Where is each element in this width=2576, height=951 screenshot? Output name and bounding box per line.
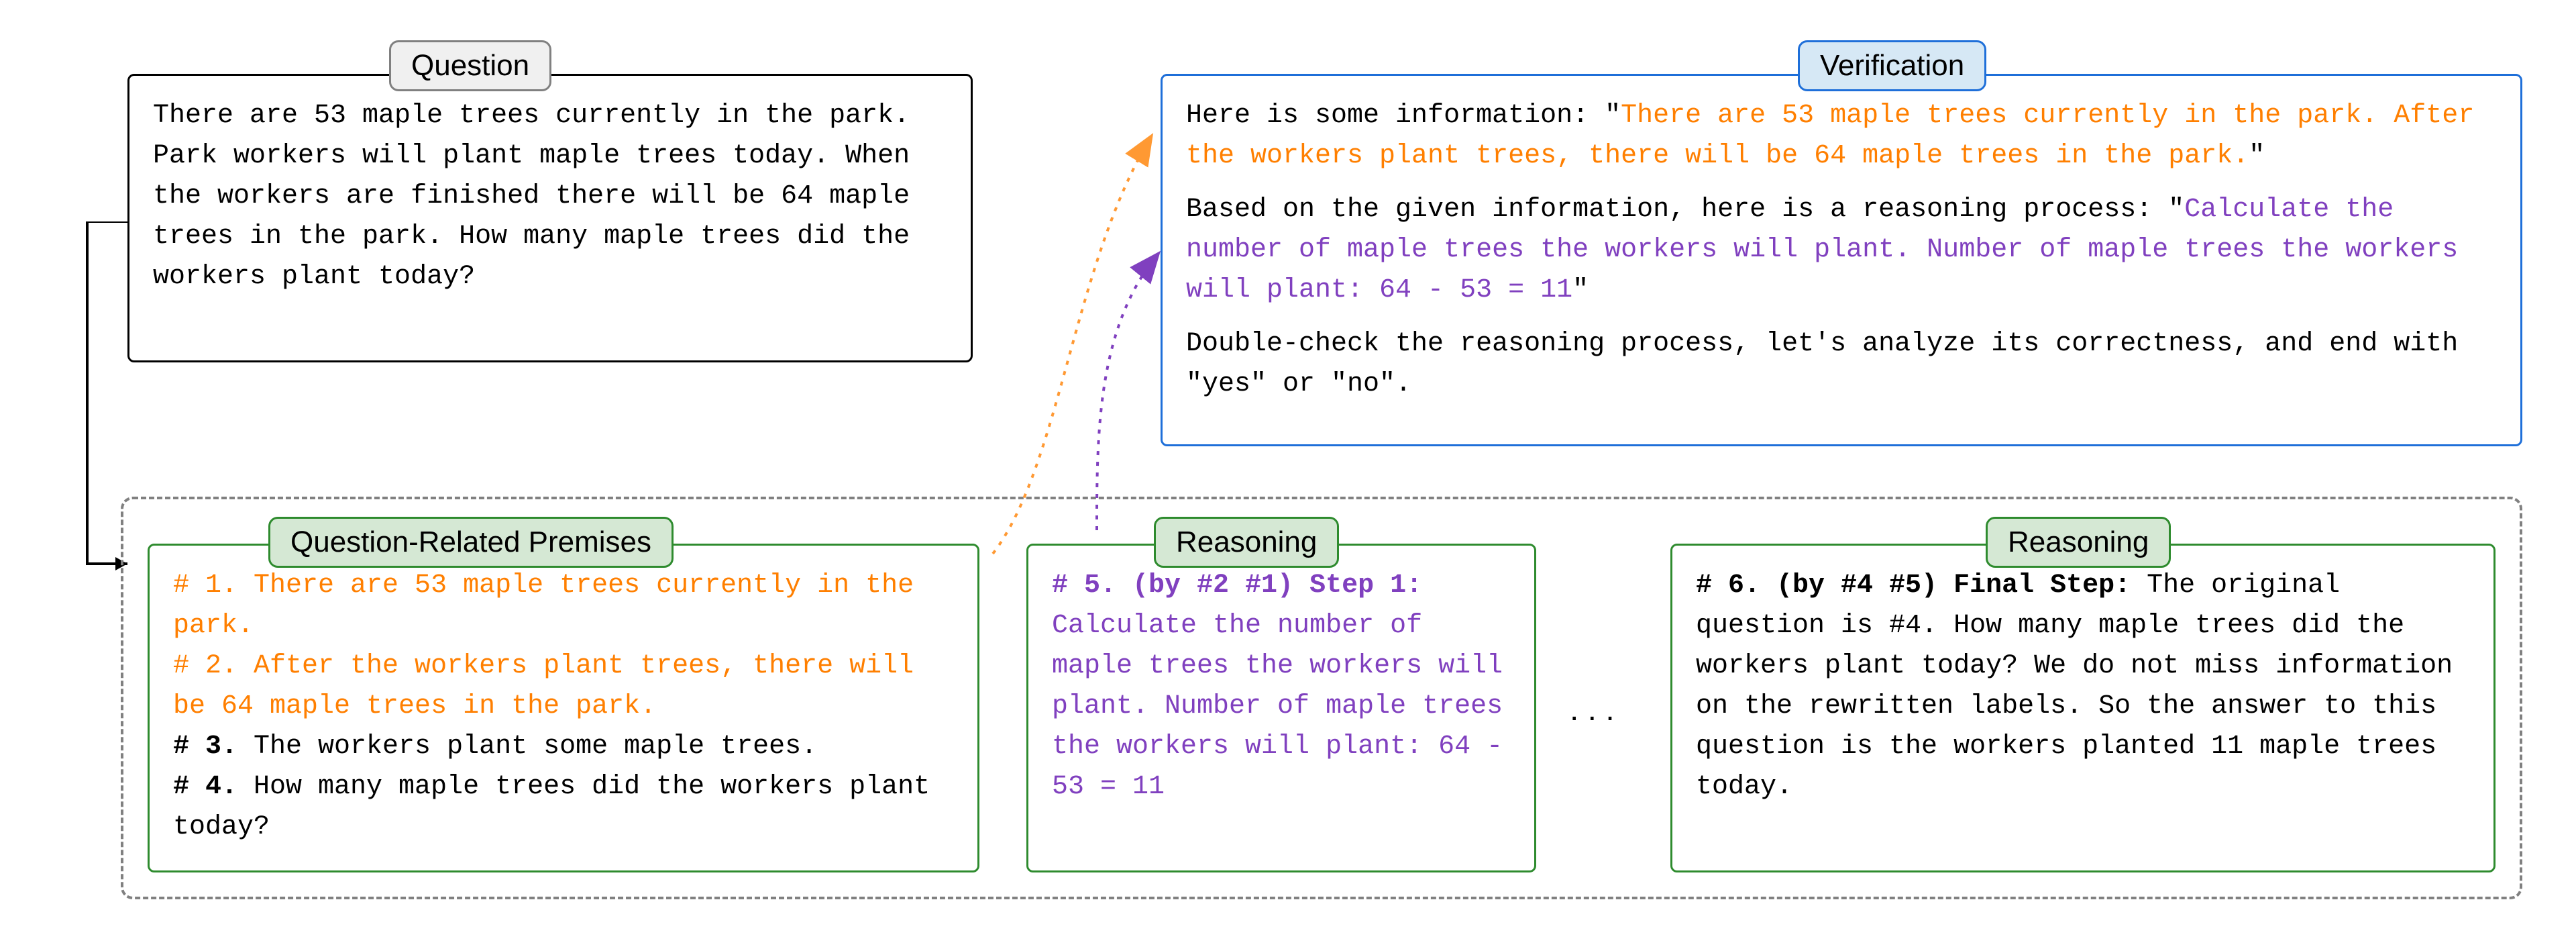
verification-label: Verification: [1798, 40, 1986, 91]
premises-label-text: Question-Related Premises: [290, 525, 651, 558]
question-box: There are 53 maple trees currently in th…: [127, 74, 973, 362]
r2-head: # 6. (by #4 #5) Final Step:: [1696, 570, 2131, 601]
reasoning-label-1-text: Reasoning: [1176, 525, 1317, 558]
verification-line1: Here is some information: "There are 53 …: [1186, 96, 2497, 177]
p4-head: # 4.: [173, 772, 237, 802]
reasoning-label-2: Reasoning: [1986, 517, 2171, 568]
verification-label-text: Verification: [1820, 49, 1964, 82]
reasoning-box-1: # 5. (by #2 #1) Step 1: Calculate the nu…: [1026, 544, 1536, 872]
v3: Double-check the reasoning process, let'…: [1186, 329, 2458, 399]
reasoning-box-2: # 6. (by #4 #5) Final Step: The original…: [1670, 544, 2496, 872]
r2-body: The original question is #4. How many ma…: [1696, 570, 2453, 802]
question-label: Question: [389, 40, 551, 91]
p3-body: The workers plant some maple trees.: [237, 732, 817, 762]
p4-body: How many maple trees did the workers pla…: [173, 772, 930, 842]
r1-head: # 5. (by #2 #1) Step 1:: [1052, 570, 1422, 601]
p3-head: # 3.: [173, 732, 237, 762]
verification-line2: Based on the given information, here is …: [1186, 190, 2497, 311]
v1c: ": [2249, 141, 2265, 171]
reasoning-label-1: Reasoning: [1154, 517, 1339, 568]
verification-box: Here is some information: "There are 53 …: [1161, 74, 2522, 446]
premises-label: Question-Related Premises: [268, 517, 674, 568]
v2c: ": [1572, 275, 1589, 305]
reasoning-label-2-text: Reasoning: [2008, 525, 2149, 558]
premise-3: # 3. The workers plant some maple trees.: [173, 727, 954, 767]
premise-4: # 4. How many maple trees did the worker…: [173, 767, 954, 848]
verification-line3: Double-check the reasoning process, let'…: [1186, 324, 2497, 405]
question-label-text: Question: [411, 49, 529, 82]
premises-box: # 1. There are 53 maple trees currently …: [148, 544, 979, 872]
ellipsis: . . .: [1570, 691, 1615, 728]
premise-2: # 2. After the workers plant trees, ther…: [173, 646, 954, 727]
v2a: Based on the given information, here is …: [1186, 195, 2184, 225]
v1a: Here is some information: ": [1186, 101, 1621, 131]
r1-body: Calculate the number of maple trees the …: [1052, 606, 1511, 807]
premise-1: # 1. There are 53 maple trees currently …: [173, 566, 954, 646]
question-text: There are 53 maple trees currently in th…: [153, 101, 910, 292]
